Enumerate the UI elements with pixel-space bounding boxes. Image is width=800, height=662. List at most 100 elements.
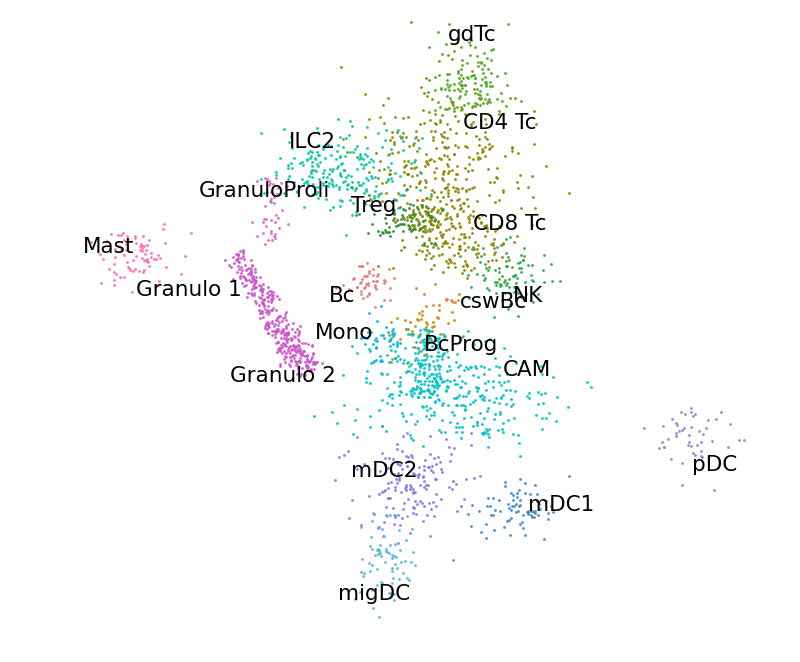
Point	[248, 295, 261, 306]
Point	[455, 433, 468, 444]
Point	[432, 56, 445, 67]
Point	[282, 163, 294, 173]
Point	[310, 123, 323, 134]
Point	[419, 342, 432, 352]
Point	[490, 173, 503, 183]
Point	[111, 241, 124, 252]
Point	[231, 254, 244, 264]
Point	[278, 357, 291, 368]
Point	[390, 220, 402, 231]
Point	[441, 69, 454, 79]
Point	[327, 202, 340, 213]
Point	[260, 307, 273, 318]
Point	[152, 250, 165, 260]
Point	[446, 232, 459, 243]
Point	[420, 479, 433, 490]
Point	[520, 289, 533, 299]
Point	[526, 506, 538, 516]
Point	[488, 312, 501, 322]
Point	[371, 191, 384, 202]
Point	[451, 168, 464, 179]
Point	[453, 93, 466, 103]
Point	[378, 485, 391, 495]
Point	[361, 258, 374, 268]
Point	[414, 387, 426, 397]
Point	[397, 212, 410, 222]
Point	[470, 244, 483, 254]
Point	[482, 285, 495, 295]
Point	[715, 407, 728, 418]
Point	[258, 301, 271, 311]
Point	[390, 474, 402, 485]
Point	[288, 177, 301, 187]
Point	[449, 173, 462, 184]
Point	[447, 85, 460, 96]
Point	[418, 289, 430, 299]
Point	[527, 106, 540, 117]
Point	[294, 356, 306, 367]
Point	[262, 328, 274, 338]
Point	[405, 384, 418, 395]
Point	[428, 381, 441, 392]
Point	[419, 341, 432, 352]
Point	[482, 261, 495, 272]
Point	[322, 140, 334, 151]
Point	[422, 210, 435, 220]
Point	[414, 383, 426, 393]
Point	[384, 335, 397, 346]
Point	[418, 224, 431, 234]
Point	[454, 251, 466, 261]
Point	[512, 500, 525, 511]
Point	[509, 385, 522, 396]
Point	[105, 228, 118, 239]
Point	[430, 335, 443, 346]
Point	[505, 513, 518, 524]
Point	[259, 200, 272, 211]
Point	[369, 335, 382, 346]
Point	[459, 232, 472, 242]
Point	[306, 179, 319, 189]
Point	[430, 163, 442, 173]
Point	[281, 181, 294, 191]
Point	[375, 421, 388, 432]
Point	[110, 269, 122, 279]
Point	[434, 83, 447, 94]
Point	[245, 263, 258, 274]
Point	[253, 291, 266, 302]
Point	[416, 355, 429, 365]
Point	[438, 166, 450, 177]
Point	[426, 242, 439, 253]
Point	[433, 457, 446, 467]
Point	[429, 474, 442, 485]
Point	[278, 330, 291, 341]
Point	[380, 369, 393, 379]
Point	[362, 265, 375, 276]
Point	[462, 212, 474, 222]
Point	[534, 389, 547, 400]
Point	[386, 324, 399, 334]
Point	[451, 248, 464, 258]
Point	[332, 183, 345, 194]
Point	[396, 504, 409, 514]
Point	[222, 260, 235, 270]
Point	[674, 407, 687, 418]
Point	[401, 212, 414, 222]
Point	[401, 461, 414, 471]
Point	[422, 232, 435, 243]
Point	[406, 330, 418, 340]
Point	[501, 278, 514, 289]
Point	[527, 512, 540, 522]
Point	[401, 197, 414, 208]
Point	[470, 249, 482, 260]
Point	[493, 370, 506, 381]
Point	[294, 352, 306, 363]
Point	[440, 294, 453, 305]
Point	[478, 361, 490, 372]
Point	[505, 393, 518, 404]
Point	[502, 498, 514, 509]
Point	[375, 395, 388, 405]
Point	[657, 442, 670, 453]
Point	[399, 324, 412, 334]
Point	[366, 357, 379, 368]
Point	[395, 387, 408, 397]
